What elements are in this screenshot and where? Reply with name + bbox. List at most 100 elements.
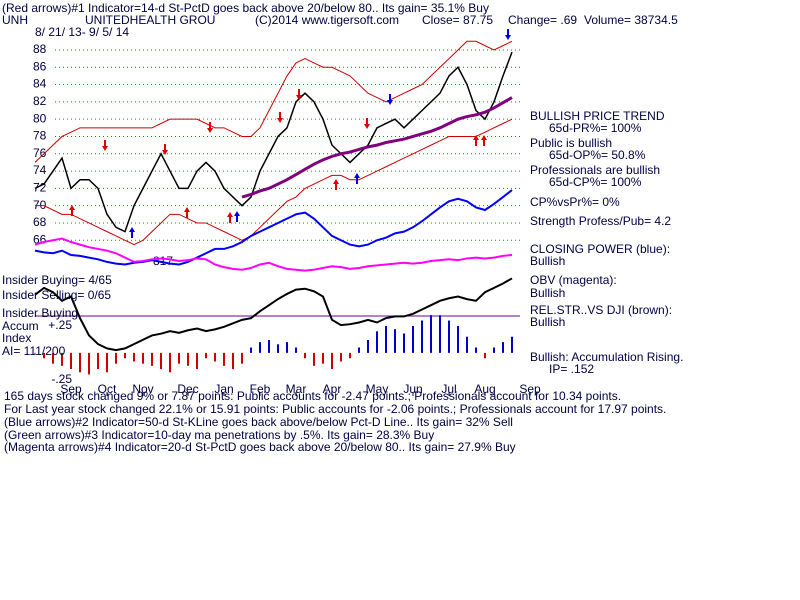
accum-bar	[475, 347, 477, 353]
accum-bar	[484, 352, 486, 359]
accum-bar	[457, 325, 459, 353]
signal-arrow	[296, 89, 302, 100]
annotation: 817	[153, 254, 173, 268]
left-note: Insider Buying= 4/65	[2, 273, 112, 287]
accum-bar	[367, 339, 369, 353]
company: UNITEDHEALTH GROU	[85, 13, 215, 27]
y-tick-label: 84	[33, 77, 47, 91]
accum-bar	[232, 352, 234, 370]
right-note: BULLISH PRICE TREND	[530, 109, 665, 123]
accum-bar	[205, 352, 207, 359]
right-note: CP%vsPr%= 0%	[530, 195, 620, 209]
accum-bar	[322, 352, 324, 364]
signal-arrow	[505, 29, 511, 40]
accum-bar	[250, 347, 252, 353]
accum-bar	[349, 352, 351, 359]
accum-bar	[376, 331, 378, 353]
right-note: OBV (magenta):	[530, 273, 617, 287]
accum-bar	[133, 352, 135, 362]
accum-bar	[169, 352, 171, 373]
left-note: Accum	[2, 319, 39, 333]
right-note: CLOSING POWER (blue):	[530, 242, 670, 256]
header-line: (Red arrows)#1 Indicator=14-d St-PctD go…	[2, 1, 489, 15]
accum-bar	[142, 352, 144, 364]
series-line	[35, 118, 513, 246]
accum-bar	[61, 352, 63, 366]
left-note: Insider Buying	[2, 306, 78, 320]
accum-bar	[502, 342, 504, 353]
series-line	[241, 96, 513, 199]
date-range: 8/ 21/ 13- 9/ 5/ 14	[35, 25, 129, 39]
accum-bar	[439, 315, 441, 353]
signal-arrow	[481, 135, 487, 146]
accum-bar	[340, 352, 342, 362]
right-note: 65d-OP%= 50.8%	[549, 148, 646, 162]
right-note: 65d-PR%= 100%	[549, 121, 642, 135]
y-tick-label: 70	[33, 198, 47, 212]
x-tick-label: Nov	[132, 382, 153, 396]
right-note: Bullish	[530, 254, 565, 268]
accum-bar	[124, 352, 126, 359]
change: Change= .69	[508, 13, 577, 27]
accum-bar	[511, 336, 513, 353]
x-tick-label: Jan	[214, 382, 233, 396]
x-tick-label: Jul	[441, 382, 456, 396]
accum-bar	[286, 342, 288, 353]
right-note: Professionals are bullish	[530, 163, 660, 177]
y-tick-label: 80	[33, 111, 47, 125]
accum-bar	[412, 325, 414, 353]
accum-bar	[70, 352, 72, 370]
signal-arrow	[354, 173, 360, 184]
y2-tick-label: +.25	[48, 318, 72, 332]
right-note: IP= .152	[549, 362, 594, 376]
x-tick-label: Dec	[177, 382, 198, 396]
right-note: Bullish	[530, 315, 565, 329]
y-tick-label: 76	[33, 146, 47, 160]
accum-bar	[466, 336, 468, 353]
accum-bar	[430, 315, 432, 353]
footer-line: (Magenta arrows)#4 Indicator=20-d St-Pct…	[4, 440, 516, 454]
signal-arrow	[162, 144, 168, 155]
signal-arrow	[473, 135, 479, 146]
accum-bar	[295, 347, 297, 353]
accum-bar	[88, 352, 90, 375]
accum-bar	[115, 352, 117, 364]
right-note: Bullish	[530, 286, 565, 300]
accum-bar	[187, 352, 189, 366]
accum-bar	[358, 347, 360, 353]
series-line	[34, 277, 513, 352]
series-line	[34, 189, 513, 266]
footer-line: (Green arrows)#3 Indicator=10-day ma pen…	[4, 428, 434, 442]
signal-arrow	[364, 118, 370, 129]
series-line	[34, 51, 513, 233]
x-tick-label: Feb	[250, 382, 271, 396]
accum-bar	[277, 344, 279, 353]
series-line	[34, 40, 513, 163]
y-tick-label: 88	[33, 42, 47, 56]
y-tick-label: 82	[33, 94, 47, 108]
accum-bar	[151, 352, 153, 366]
accum-bar	[304, 352, 306, 359]
y-tick-label: 78	[33, 129, 47, 143]
left-note: Insider Selling= 0/65	[2, 288, 111, 302]
accum-bar	[448, 320, 450, 353]
left-note: Index	[2, 331, 31, 345]
accum-bar	[52, 352, 54, 364]
footer-line: For Last year stock changed 22.1% or 15.…	[4, 402, 666, 416]
close: Close= 87.75	[422, 13, 493, 27]
right-note: REL.STR..VS DJI (brown):	[530, 303, 672, 317]
x-tick-label: Apr	[323, 382, 342, 396]
signal-arrow	[333, 179, 339, 190]
y-tick-label: 74	[33, 163, 47, 177]
accum-bar	[196, 352, 198, 370]
signal-arrow	[234, 211, 240, 222]
accum-bar	[43, 352, 45, 359]
signal-arrow	[102, 140, 108, 151]
y-tick-label: 86	[33, 59, 47, 73]
x-tick-label: May	[366, 382, 389, 396]
ticker: UNH	[2, 13, 28, 27]
x-tick-label: Sep	[60, 382, 82, 396]
accum-bar	[259, 342, 261, 353]
